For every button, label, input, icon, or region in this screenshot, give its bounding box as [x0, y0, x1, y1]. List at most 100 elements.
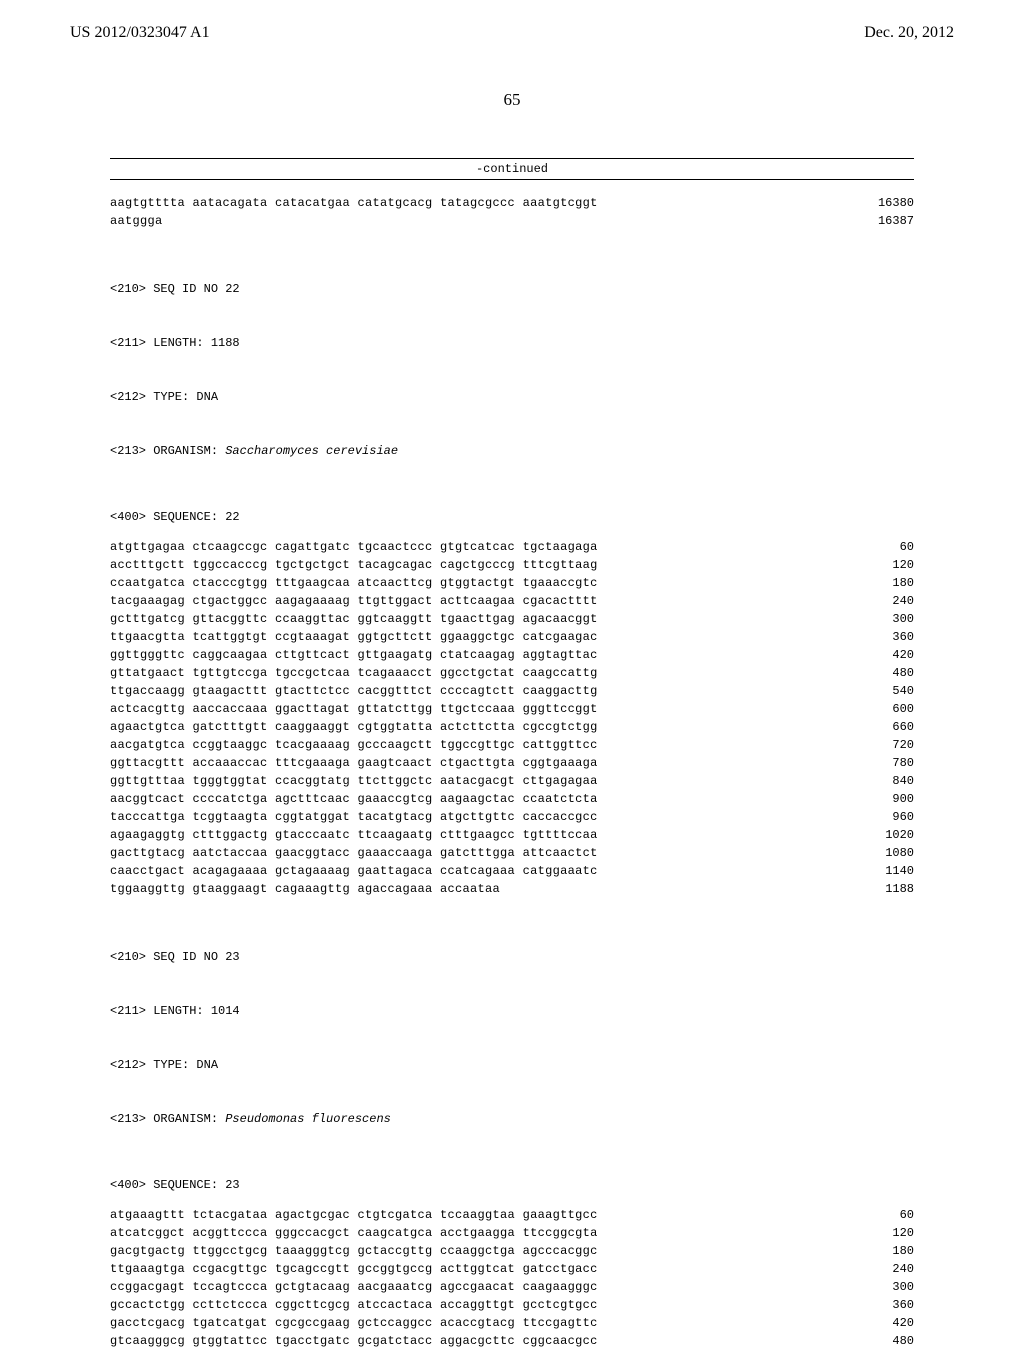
sequence-position: 720	[854, 736, 914, 754]
sequence-line: gacttgtacg aatctaccaa gaacggtacc gaaacca…	[110, 844, 914, 862]
publication-date: Dec. 20, 2012	[864, 24, 954, 42]
seq-length-line: <211> LENGTH: 1014	[110, 1002, 914, 1020]
sequence-text: tacgaaagag ctgactggcc aagagaaaag ttgttgg…	[110, 592, 598, 610]
sequence-line: gttatgaact tgttgtccga tgccgctcaa tcagaaa…	[110, 664, 914, 682]
sequence-22-block: atgttgagaa ctcaagccgc cagattgatc tgcaact…	[110, 538, 914, 898]
sequence-line: gccactctgg ccttctccca cggcttcgcg atccact…	[110, 1296, 914, 1314]
sequence-text: ggttacgttt accaaaccac tttcgaaaga gaagtca…	[110, 754, 598, 772]
sequence-text: ggttgtttaa tgggtggtat ccacggtatg ttcttgg…	[110, 772, 598, 790]
sequence-line: atgttgagaa ctcaagccgc cagattgatc tgcaact…	[110, 538, 914, 556]
sequence-position: 960	[854, 808, 914, 826]
sequence-position: 660	[854, 718, 914, 736]
sequence-text: caacctgact acagagaaaa gctagaaaag gaattag…	[110, 862, 598, 880]
sequence-position: 840	[854, 772, 914, 790]
sequence-meta-23: <210> SEQ ID NO 23 <211> LENGTH: 1014 <2…	[110, 912, 914, 1164]
sequence-position: 360	[854, 628, 914, 646]
sequence-position: 180	[854, 1242, 914, 1260]
sequence-line: gacctcgacg tgatcatgat cgcgccgaag gctccag…	[110, 1314, 914, 1332]
seq-length-line: <211> LENGTH: 1188	[110, 334, 914, 352]
sequence-line: tacgaaagag ctgactggcc aagagaaaag ttgttgg…	[110, 592, 914, 610]
sequence-position: 180	[854, 574, 914, 592]
sequence-text: tggaaggttg gtaaggaagt cagaaagttg agaccag…	[110, 880, 500, 898]
sequence-position: 120	[854, 556, 914, 574]
sequence-text: agaactgtca gatctttgtt caaggaaggt cgtggta…	[110, 718, 598, 736]
sequence-text: aagtgtttta aatacagata catacatgaa catatgc…	[110, 194, 598, 212]
sequence-line: agaagaggtg ctttggactg gtacccaatc ttcaaga…	[110, 826, 914, 844]
continued-label: -continued	[110, 158, 914, 180]
sequence-position: 480	[854, 1332, 914, 1350]
organism-name: Saccharomyces cerevisiae	[225, 444, 398, 458]
sequence-text: gacctcgacg tgatcatgat cgcgccgaag gctccag…	[110, 1314, 598, 1332]
sequence-line: gctttgatcg gttacggttc ccaaggttac ggtcaag…	[110, 610, 914, 628]
sequence-line: ccaatgatca ctacccgtgg tttgaagcaa atcaact…	[110, 574, 914, 592]
seq-organism-line: <213> ORGANISM: Saccharomyces cerevisiae	[110, 442, 914, 460]
sequence-text: atgaaagttt tctacgataa agactgcgac ctgtcga…	[110, 1206, 598, 1224]
sequence-position: 1020	[854, 826, 914, 844]
sequence-text: tacccattga tcggtaagta cggtatggat tacatgt…	[110, 808, 598, 826]
sequence-line: ggttgtttaa tgggtggtat ccacggtatg ttcttgg…	[110, 772, 914, 790]
sequence-line: ttgaaagtga ccgacgttgc tgcagccgtt gccggtg…	[110, 1260, 914, 1278]
sequence-line: ttgaacgtta tcattggtgt ccgtaaagat ggtgctt…	[110, 628, 914, 646]
sequence-position: 60	[854, 538, 914, 556]
sequence-line: ggttgggttc caggcaagaa cttgttcact gttgaag…	[110, 646, 914, 664]
seq-id-line: <210> SEQ ID NO 22	[110, 280, 914, 298]
sequence-line: acctttgctt tggccacccg tgctgctgct tacagca…	[110, 556, 914, 574]
sequence-text: gtcaagggcg gtggtattcc tgacctgatc gcgatct…	[110, 1332, 598, 1350]
seq-id-line: <210> SEQ ID NO 23	[110, 948, 914, 966]
sequence-line: agaactgtca gatctttgtt caaggaaggt cgtggta…	[110, 718, 914, 736]
sequence-label-22: <400> SEQUENCE: 22	[110, 508, 914, 526]
sequence-position: 240	[854, 1260, 914, 1278]
sequence-position: 420	[854, 646, 914, 664]
sequence-text: gttatgaact tgttgtccga tgccgctcaa tcagaaa…	[110, 664, 598, 682]
publication-number: US 2012/0323047 A1	[70, 24, 210, 42]
sequence-position: 900	[854, 790, 914, 808]
sequence-position: 1140	[854, 862, 914, 880]
sequence-line: tggaaggttg gtaaggaagt cagaaagttg agaccag…	[110, 880, 914, 898]
sequence-line: gacgtgactg ttggcctgcg taaagggtcg gctaccg…	[110, 1242, 914, 1260]
sequence-text: ttgaacgtta tcattggtgt ccgtaaagat ggtgctt…	[110, 628, 598, 646]
seq-type-line: <212> TYPE: DNA	[110, 1056, 914, 1074]
sequence-line: ttgaccaagg gtaagacttt gtacttctcc cacggtt…	[110, 682, 914, 700]
sequence-text: ccggacgagt tccagtccca gctgtacaag aacgaaa…	[110, 1278, 598, 1296]
sequence-position: 300	[854, 1278, 914, 1296]
sequence-line: ccggacgagt tccagtccca gctgtacaag aacgaaa…	[110, 1278, 914, 1296]
sequence-text: actcacgttg aaccaccaaa ggacttagat gttatct…	[110, 700, 598, 718]
seq-type-line: <212> TYPE: DNA	[110, 388, 914, 406]
organism-name: Pseudomonas fluorescens	[225, 1112, 391, 1126]
sequence-position: 16387	[854, 212, 914, 230]
sequence-position: 360	[854, 1296, 914, 1314]
sequence-text: ggttgggttc caggcaagaa cttgttcact gttgaag…	[110, 646, 598, 664]
sequence-line: aatggga 16387	[110, 212, 914, 230]
sequence-text: atcatcggct acggttccca gggccacgct caagcat…	[110, 1224, 598, 1242]
sequence-text: aacgatgtca ccggtaaggc tcacgaaaag gcccaag…	[110, 736, 598, 754]
sequence-line: atgaaagttt tctacgataa agactgcgac ctgtcga…	[110, 1206, 914, 1224]
sequence-23-block: atgaaagttt tctacgataa agactgcgac ctgtcga…	[110, 1206, 914, 1350]
page-number: 65	[0, 90, 1024, 110]
sequence-text: aacggtcact ccccatctga agctttcaac gaaaccg…	[110, 790, 598, 808]
sequence-position: 1080	[854, 844, 914, 862]
sequence-position: 420	[854, 1314, 914, 1332]
sequence-text: gacgtgactg ttggcctgcg taaagggtcg gctaccg…	[110, 1242, 598, 1260]
sequence-line: aagtgtttta aatacagata catacatgaa catatgc…	[110, 194, 914, 212]
sequence-line: caacctgact acagagaaaa gctagaaaag gaattag…	[110, 862, 914, 880]
sequence-text: gccactctgg ccttctccca cggcttcgcg atccact…	[110, 1296, 598, 1314]
sequence-text: gctttgatcg gttacggttc ccaaggttac ggtcaag…	[110, 610, 598, 628]
sequence-line: ggttacgttt accaaaccac tttcgaaaga gaagtca…	[110, 754, 914, 772]
sequence-line: atcatcggct acggttccca gggccacgct caagcat…	[110, 1224, 914, 1242]
sequence-tail-block: aagtgtttta aatacagata catacatgaa catatgc…	[110, 194, 914, 230]
sequence-position: 600	[854, 700, 914, 718]
sequence-position: 120	[854, 1224, 914, 1242]
sequence-text: aatggga	[110, 212, 163, 230]
sequence-position: 1188	[854, 880, 914, 898]
sequence-text: ttgaaagtga ccgacgttgc tgcagccgtt gccggtg…	[110, 1260, 598, 1278]
sequence-line: aacgatgtca ccggtaaggc tcacgaaaag gcccaag…	[110, 736, 914, 754]
sequence-text: atgttgagaa ctcaagccgc cagattgatc tgcaact…	[110, 538, 598, 556]
sequence-position: 540	[854, 682, 914, 700]
sequence-position: 780	[854, 754, 914, 772]
sequence-line: gtcaagggcg gtggtattcc tgacctgatc gcgatct…	[110, 1332, 914, 1350]
sequence-position: 300	[854, 610, 914, 628]
sequence-text: ttgaccaagg gtaagacttt gtacttctcc cacggtt…	[110, 682, 598, 700]
sequence-position: 60	[854, 1206, 914, 1224]
sequence-meta-22: <210> SEQ ID NO 22 <211> LENGTH: 1188 <2…	[110, 244, 914, 496]
sequence-text: gacttgtacg aatctaccaa gaacggtacc gaaacca…	[110, 844, 598, 862]
